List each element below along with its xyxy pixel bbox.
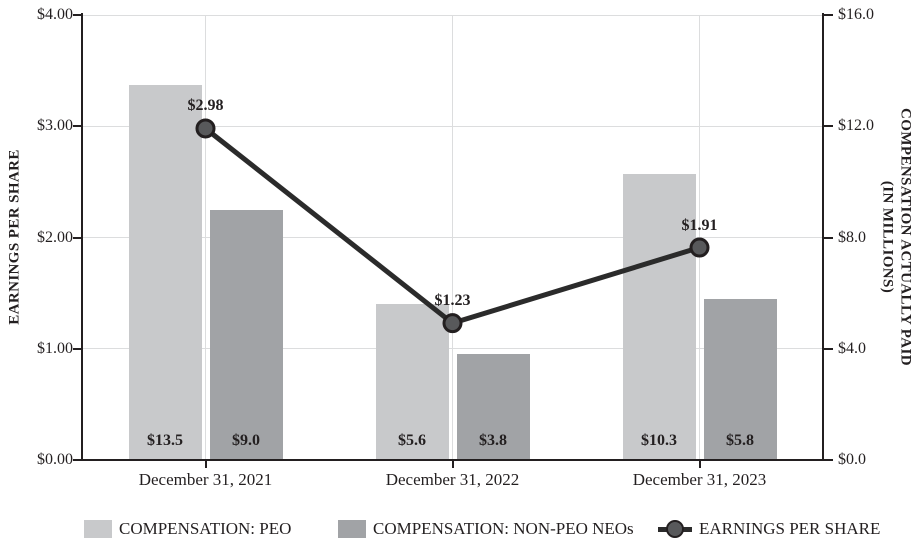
v-gridline — [452, 15, 453, 460]
right-axis-tick-label: $16.0 — [838, 6, 874, 23]
right-axis-title-line2: (IN MILLIONS) — [879, 180, 896, 294]
left-axis-tick — [73, 14, 82, 16]
x-axis-tick — [451, 460, 454, 468]
x-axis-tick — [698, 460, 701, 468]
right-axis-title-line1: COMPENSATION ACTUALLY PAID — [897, 108, 914, 366]
bar-value-label: $3.8 — [479, 432, 507, 449]
peo-swatch-icon — [84, 520, 112, 538]
v-gridline — [699, 15, 700, 460]
left-axis-tick — [73, 236, 82, 239]
left-axis-tick-label: $3.00 — [37, 117, 73, 135]
bar-value-label: $5.6 — [398, 432, 426, 449]
right-axis-tick-label: $12.0 — [838, 117, 874, 135]
right-axis-tick — [824, 14, 833, 16]
x-axis-line — [73, 459, 833, 461]
x-axis-label: December 31, 2022 — [385, 470, 520, 489]
left-axis-title: EARNINGS PER SHARE — [6, 149, 23, 325]
right-axis-tick-label: $0.0 — [838, 451, 866, 468]
right-axis-tick — [824, 236, 833, 239]
eps-marker — [195, 118, 216, 139]
right-axis-title: COMPENSATION ACTUALLY PAID (IN MILLIONS) — [879, 15, 915, 460]
bar-peo — [375, 304, 449, 460]
eps-legend-circle — [666, 520, 684, 538]
x-axis-label: December 31, 2021 — [138, 470, 273, 489]
bar-non-peo — [209, 209, 283, 460]
right-axis-tick-label: $4.0 — [838, 339, 866, 357]
v-gridline — [205, 15, 206, 460]
eps-point-label: $1.23 — [434, 292, 471, 310]
eps-point-label: $2.98 — [187, 97, 224, 115]
right-y-axis-line — [822, 13, 824, 461]
bar-peo — [622, 173, 696, 460]
x-axis-tick — [204, 460, 207, 468]
eps-line-series — [195, 118, 710, 334]
bar-non-peo — [456, 354, 530, 460]
eps-marker — [442, 313, 463, 334]
eps-marker — [689, 237, 710, 258]
bar-value-label: $10.3 — [641, 432, 677, 449]
legend-item-eps: EARNINGS PER SHARE — [658, 519, 880, 539]
legend-label-eps: EARNINGS PER SHARE — [699, 519, 881, 538]
left-axis-tick-label: $2.00 — [37, 228, 73, 246]
eps-line-marker-icon — [658, 520, 692, 538]
left-axis-tick-label: $0.00 — [37, 451, 73, 468]
x-axis-label: December 31, 2023 — [632, 470, 767, 489]
bar-value-label: $9.0 — [232, 432, 260, 449]
legend-item-peo: COMPENSATION: PEO — [84, 519, 291, 539]
left-axis-tick — [73, 125, 82, 128]
legend-label-peo: COMPENSATION: PEO — [119, 519, 292, 538]
eps-point-label: $1.91 — [681, 216, 718, 234]
bar-value-label: $5.8 — [726, 432, 754, 449]
left-axis-tick-label: $1.00 — [37, 339, 73, 357]
left-y-axis-line — [81, 13, 83, 461]
right-axis-tick — [824, 125, 833, 128]
legend-item-non-peo-neos: COMPENSATION: NON-PEO NEOs — [338, 519, 634, 539]
left-axis-tick — [73, 347, 82, 350]
bar-value-label: $13.5 — [147, 432, 183, 449]
right-axis-tick-label: $8.0 — [838, 228, 866, 246]
bar-non-peo — [703, 298, 777, 460]
right-axis-tick — [824, 347, 833, 350]
legend-label-non-peo-neos: COMPENSATION: NON-PEO NEOs — [373, 519, 634, 538]
left-axis-tick-label: $4.00 — [37, 6, 73, 23]
non-peo-swatch-icon — [338, 520, 366, 538]
bar-peo — [128, 84, 202, 460]
